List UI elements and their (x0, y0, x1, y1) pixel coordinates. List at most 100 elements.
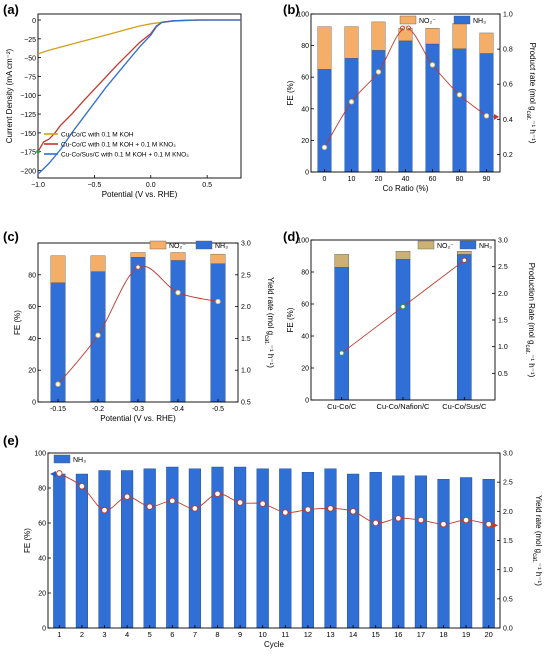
bar-no2 (371, 21, 386, 51)
legend-swatch-nh3 (195, 240, 213, 250)
y2-tick-label: 3.0 (503, 451, 513, 458)
y2-tick-label: 1.5 (498, 318, 508, 325)
x-tick-label: 4 (125, 630, 129, 639)
rate-point (395, 515, 402, 522)
bar-no2 (210, 253, 226, 264)
y-tick-label: −100 (20, 93, 36, 100)
rate-point (321, 144, 328, 151)
x-tick-label: 0.5 (202, 182, 212, 189)
y2-tick-label: 0.0 (503, 626, 513, 633)
bar-no2 (90, 255, 106, 272)
y-tick-label: 40 (38, 556, 46, 563)
x-tick-label: 40 (402, 176, 410, 183)
rate-point (146, 503, 153, 510)
x-tick-label: 11 (281, 630, 289, 639)
x-tick-label: Cu-Co/Nafion/C (377, 402, 431, 411)
y2-tick-label: 2.0 (503, 509, 513, 516)
rate-point (400, 304, 406, 310)
panel-d: (d) 0 20 40 60 80 100 FE (%) 0.5 1.0 1.5 2.0 2.5 3.0… (283, 229, 536, 411)
bar-nh3 (98, 470, 111, 629)
bar-no2 (395, 250, 411, 260)
rate-point (327, 505, 334, 512)
y2-tick-label: 1.5 (241, 336, 251, 343)
y2-tick-label: 1.0 (503, 567, 513, 574)
legend-swatch-no2 (149, 240, 167, 250)
bar-no2 (130, 252, 146, 258)
legend-label-no2: NO₂⁻ (169, 243, 186, 250)
rate-point (304, 506, 312, 513)
x-tick-label: Cu-Co/Sus/C (442, 402, 487, 411)
rate-point (348, 99, 355, 105)
y-axis-label: FE (%) (13, 310, 22, 335)
y-axis-label: FE (%) (23, 528, 32, 553)
x-tick-label: -0.15 (50, 406, 66, 413)
x-tick-label: 20 (485, 630, 493, 639)
x-tick-label: 20 (375, 176, 383, 183)
legend-swatch-no2 (417, 240, 435, 250)
rate-point (429, 62, 436, 68)
x-tick-label: -0.4 (172, 406, 184, 413)
x-tick-label: 9 (238, 630, 242, 639)
bar-no2 (50, 255, 66, 283)
y-tick-label: −75 (24, 74, 36, 81)
y2-tick-label: 0.8 (503, 47, 513, 54)
y-tick-label: −125 (20, 112, 36, 119)
y-tick-label: 20 (301, 138, 309, 145)
rate-point (215, 298, 221, 305)
y-tick-label: −200 (20, 168, 36, 175)
bar-nh3 (324, 468, 337, 629)
y-tick-label: 40 (28, 336, 36, 343)
lsv-curve-1 (37, 19, 241, 55)
x-tick-label: −1.0 (31, 182, 45, 189)
y-tick-label: 100 (297, 238, 309, 245)
x-tick-label: 14 (349, 630, 357, 639)
bar-nh3 (452, 48, 467, 173)
bar-nh3 (301, 472, 314, 629)
rate-point (440, 520, 447, 528)
arrow-head (494, 113, 499, 120)
bar-nh3 (188, 468, 201, 629)
bar-nh3 (369, 472, 382, 629)
legend-swatch-nh3 (453, 15, 471, 25)
bar-nh3 (317, 69, 332, 173)
y2-tick-label: 1.5 (503, 538, 513, 545)
y2-tick-label: 0.5 (498, 371, 508, 378)
x-tick-label: 19 (462, 630, 470, 639)
x-tick-label: 16 (394, 630, 402, 639)
y2-axis-label: Production Rate (mol gcat.⁻¹ h⁻¹) (524, 263, 536, 378)
x-tick-label: 0 (323, 176, 327, 183)
x-tick-label: 3 (102, 630, 106, 639)
bar-nh3 (210, 263, 226, 403)
bar-nh3 (414, 475, 427, 629)
panel-label-d: (d) (283, 229, 300, 244)
x-tick-label: 5 (148, 630, 152, 639)
bar-no2 (457, 250, 472, 255)
panel-label-b: (b) (283, 2, 300, 17)
rate-point (214, 490, 221, 498)
x-tick-label: 80 (456, 176, 464, 183)
plot-frame (37, 13, 242, 179)
x-tick-label: 10 (259, 630, 267, 639)
x-tick-label: 60 (429, 176, 437, 183)
bar-no2 (479, 32, 494, 54)
rate-peak-marker (135, 264, 141, 270)
legend-label-3: Cu-Co/Sus/C with 0.1 M KOH + 0.1 M KNO₃ (61, 152, 189, 159)
bar-nh3 (460, 477, 473, 629)
y-tick-label: 60 (301, 75, 309, 82)
y2-tick-label: 0.5 (503, 596, 513, 603)
legend-swatch-nh3 (459, 240, 477, 250)
x-tick-label: 90 (483, 176, 491, 183)
x-tick-label: 7 (193, 630, 197, 639)
y-tick-label: −25 (24, 37, 36, 44)
bar-nh3 (130, 257, 146, 403)
bar-no2 (425, 28, 440, 45)
bar-nh3 (279, 468, 292, 629)
y-axis-label: FE (%) (286, 307, 295, 332)
rate-peak-marker (400, 25, 405, 31)
rate-point (55, 381, 61, 387)
panel-label-a: (a) (3, 2, 19, 17)
y-tick-label: 80 (38, 486, 46, 493)
lsv-start-marker (36, 149, 40, 154)
y2-tick-label: 2.5 (241, 272, 251, 279)
